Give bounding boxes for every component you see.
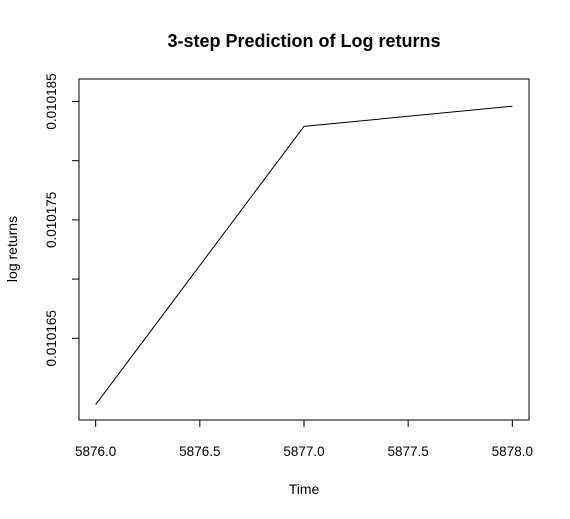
x-tick-label: 5877.5 <box>388 444 429 459</box>
y-axis-label: log returns <box>4 216 20 282</box>
series-line <box>95 105 513 405</box>
y-tick-label: 0.010175 <box>44 192 59 248</box>
plot-frame <box>78 78 530 421</box>
x-tick-label: 5877.0 <box>283 444 324 459</box>
y-tick-label: 0.010165 <box>44 310 59 366</box>
x-tick-label: 5876.0 <box>75 444 116 459</box>
x-tick-label: 5876.5 <box>179 444 220 459</box>
x-tick-label: 5878.0 <box>492 444 533 459</box>
x-axis: 5876.0 5876.5 5877.0 5877.5 5878.0 <box>75 420 533 459</box>
y-axis: 0.010165 0.010175 0.010185 <box>44 73 79 366</box>
x-axis-label: Time <box>289 481 320 497</box>
y-tick-label: 0.010185 <box>44 73 59 129</box>
series-layer <box>95 105 513 405</box>
chart-title: 3-step Prediction of Log returns <box>167 31 440 51</box>
